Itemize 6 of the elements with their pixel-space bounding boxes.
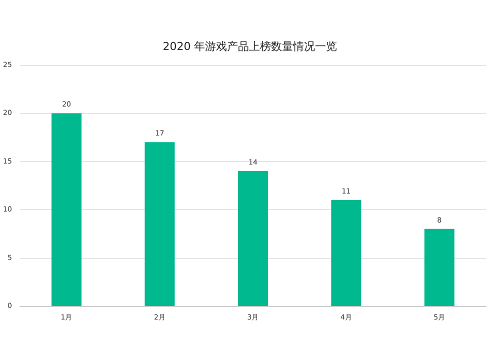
- bar: [238, 171, 268, 306]
- bar: [144, 142, 175, 306]
- bar: [52, 113, 82, 306]
- bar: [331, 200, 362, 306]
- bar: [424, 228, 454, 306]
- chart-title: 2020 年游戏产品上榜数量情况一览: [162, 40, 338, 53]
